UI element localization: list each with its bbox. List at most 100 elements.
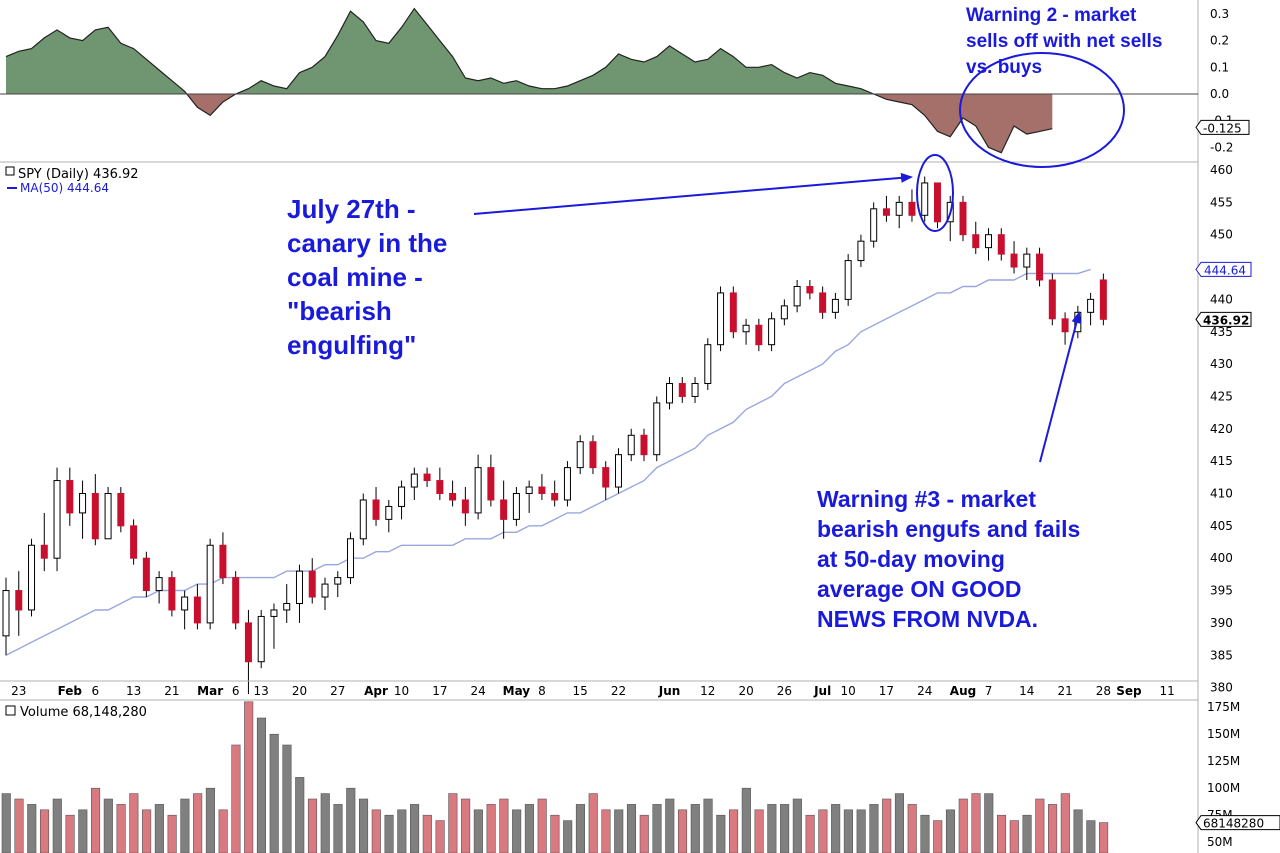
indicator-tick-label: 0.2 xyxy=(1210,34,1229,48)
candle-up xyxy=(768,312,776,352)
candle-body xyxy=(563,467,571,501)
candle-up xyxy=(385,499,393,533)
candle-up xyxy=(104,487,112,540)
candle-up xyxy=(691,377,699,403)
candle-body xyxy=(576,441,584,469)
candle-body xyxy=(1010,253,1018,268)
candle-body xyxy=(295,570,303,604)
candle-up xyxy=(334,571,342,598)
volume-bar xyxy=(537,798,547,853)
candle-body xyxy=(142,557,150,592)
price-tick-label: 430 xyxy=(1210,357,1233,371)
candle-body xyxy=(666,383,674,404)
candle-body xyxy=(780,305,788,320)
candle-up xyxy=(283,584,291,623)
annotation-line: coal mine - xyxy=(287,262,423,292)
candle-up xyxy=(79,480,87,539)
candle-up xyxy=(780,299,788,326)
volume-tick-label: 50M xyxy=(1207,835,1233,849)
candle-body xyxy=(487,467,495,501)
candle-down xyxy=(461,487,469,526)
indicator-tick-label: 0.3 xyxy=(1210,7,1229,21)
price-tick-label: 460 xyxy=(1210,163,1233,177)
candle-up xyxy=(321,577,329,610)
price-tick-label: 405 xyxy=(1210,519,1233,533)
candle-down xyxy=(232,571,240,630)
annotation-line: average ON GOOD xyxy=(817,576,1022,602)
candle-down xyxy=(972,221,980,255)
candle-down xyxy=(551,480,559,507)
candle-up xyxy=(347,532,355,585)
candle-body xyxy=(551,493,559,501)
volume-bar xyxy=(614,809,624,853)
volume-bar xyxy=(244,701,254,853)
x-tick-label: 6 xyxy=(91,684,99,698)
candle-body xyxy=(15,590,23,611)
warning-2-circle xyxy=(959,52,1125,168)
candle-body xyxy=(91,493,99,540)
candle-body xyxy=(270,609,278,617)
candle-body xyxy=(908,201,916,216)
volume-bar xyxy=(729,809,739,853)
volume-bar xyxy=(52,798,62,853)
candle-down xyxy=(589,435,597,475)
price-tick-label: 415 xyxy=(1210,454,1233,468)
volume-bar xyxy=(971,793,981,853)
candle-down xyxy=(933,182,941,229)
candle-down xyxy=(168,571,176,617)
x-tick-label: Aug xyxy=(950,684,976,698)
candle-body xyxy=(359,499,367,540)
indicator-value-flag xyxy=(1195,119,1250,135)
price-tick-label: 410 xyxy=(1210,487,1233,501)
candle-down xyxy=(500,480,508,539)
volume-bar xyxy=(575,804,586,853)
july-27-annotation: July 27th - canary in the coal mine - "b… xyxy=(287,192,447,362)
candle-body xyxy=(831,298,839,313)
volume-bar xyxy=(665,798,675,853)
candle-body xyxy=(40,544,48,559)
annotation-line: Warning #3 - market xyxy=(817,486,1036,512)
volume-bar xyxy=(167,814,177,853)
candle-down xyxy=(1010,241,1018,274)
candle-down xyxy=(959,195,967,242)
candle-body xyxy=(959,201,967,236)
price-tick-label: 435 xyxy=(1210,325,1233,339)
volume-bar xyxy=(741,787,751,853)
volume-bar xyxy=(142,809,152,853)
candle-body xyxy=(997,234,1005,255)
volume-bar xyxy=(805,814,815,853)
x-tick-label: Feb xyxy=(58,684,83,698)
candle-body xyxy=(742,324,750,333)
ma50-line xyxy=(5,268,1091,656)
warning-3-annotation: Warning #3 - market bearish engufs and f… xyxy=(817,484,1080,634)
candle-body xyxy=(717,292,725,346)
volume-bar xyxy=(78,809,88,853)
annotation-line: Warning 2 - market xyxy=(966,5,1137,26)
candle-body xyxy=(219,544,227,579)
candle-body xyxy=(512,493,520,520)
candle-up xyxy=(563,461,571,507)
volume-bar xyxy=(295,777,305,853)
candle-body xyxy=(870,208,878,242)
candle-down xyxy=(755,318,763,352)
candle-body xyxy=(729,292,737,333)
x-tick-label: 26 xyxy=(777,684,792,698)
volume-bar xyxy=(1086,820,1096,853)
candle-down xyxy=(308,558,316,604)
price-tick-label: 380 xyxy=(1210,681,1233,695)
candle-down xyxy=(91,474,99,546)
candle-down xyxy=(40,512,48,572)
volume-bar xyxy=(205,787,215,853)
annotation-overlay xyxy=(473,52,1125,463)
candle-down xyxy=(729,286,737,339)
candle-body xyxy=(678,383,686,397)
x-tick-label: 21 xyxy=(1057,684,1072,698)
candle-body xyxy=(79,493,87,514)
x-tick-label: Jul xyxy=(813,684,831,698)
x-tick-label: 6 xyxy=(232,684,240,698)
annotation-line: vs. buys xyxy=(966,57,1043,78)
price-tick-label: 455 xyxy=(1210,195,1233,209)
candle-body xyxy=(372,499,380,520)
volume-bar xyxy=(499,798,509,853)
candle-up xyxy=(474,454,482,520)
